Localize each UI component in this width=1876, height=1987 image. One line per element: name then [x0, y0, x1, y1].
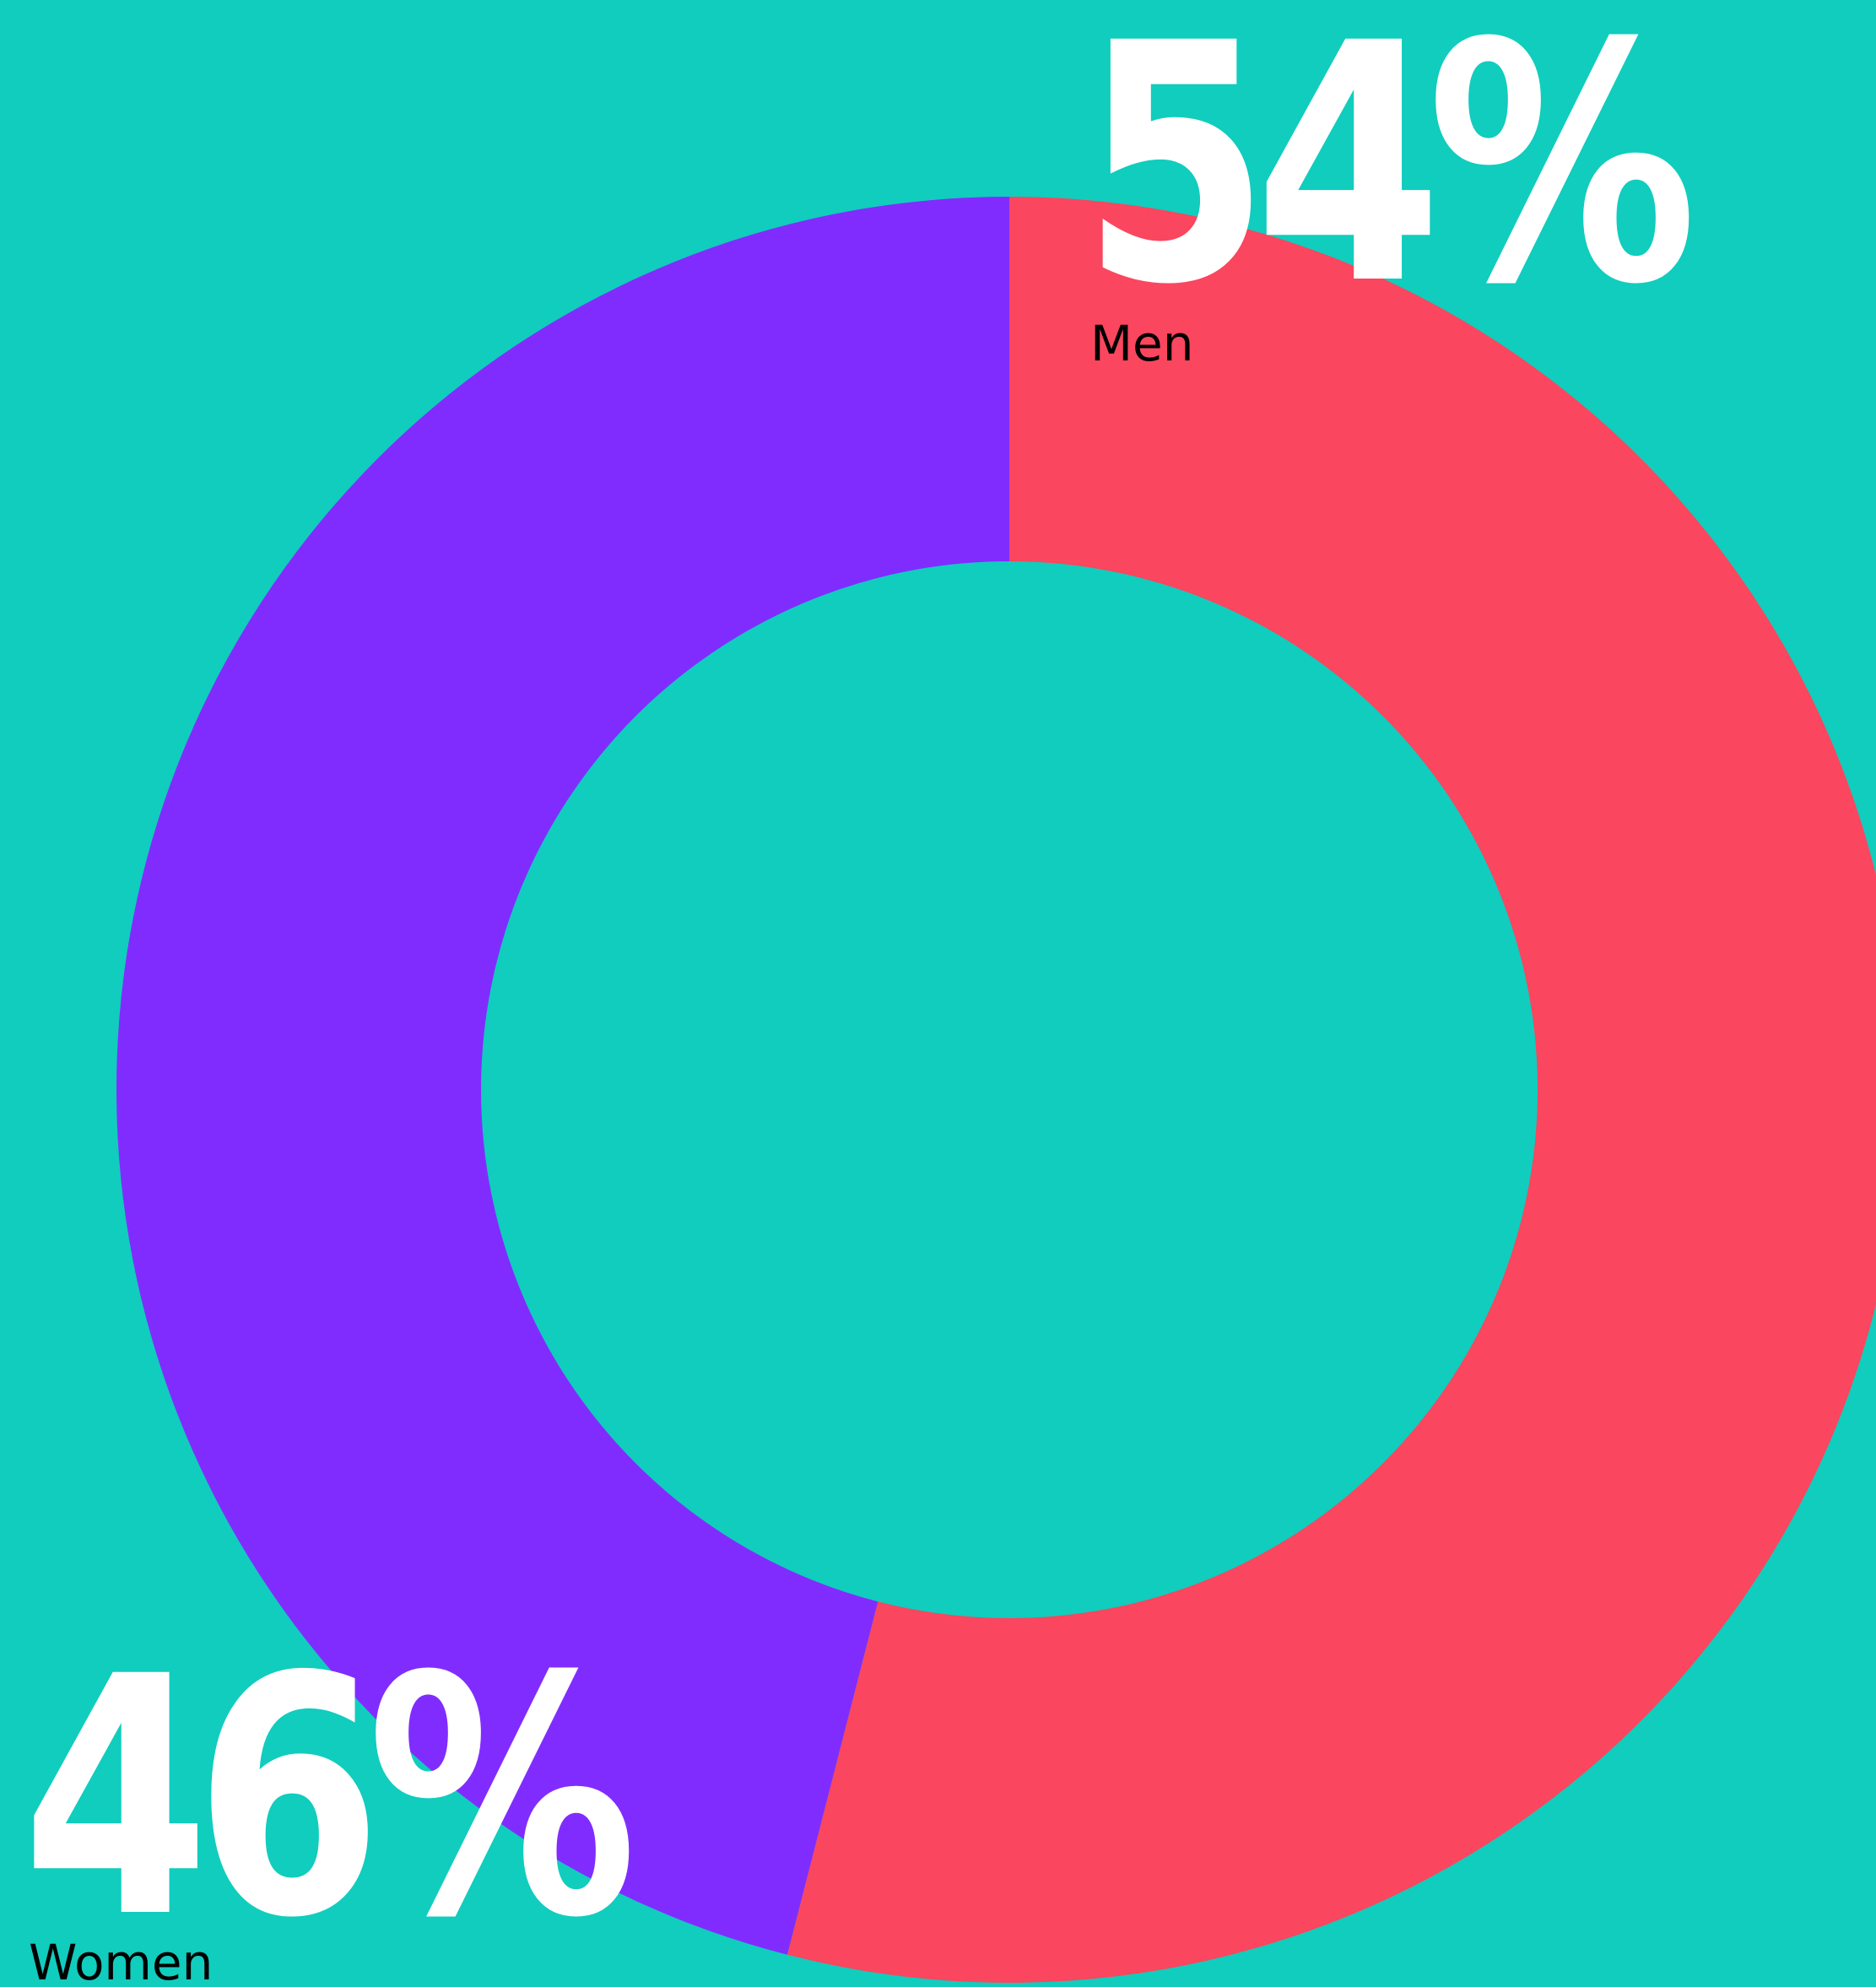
men-percent-label: 54% — [1082, 0, 1697, 356]
slices-group — [116, 196, 1876, 1983]
slice-women — [116, 196, 1010, 1955]
slice-men — [787, 197, 1876, 1983]
men-category-label: Men — [1090, 315, 1194, 372]
women-percent-label: 46% — [22, 1606, 637, 1987]
women-category-label: Women — [29, 1934, 214, 1987]
